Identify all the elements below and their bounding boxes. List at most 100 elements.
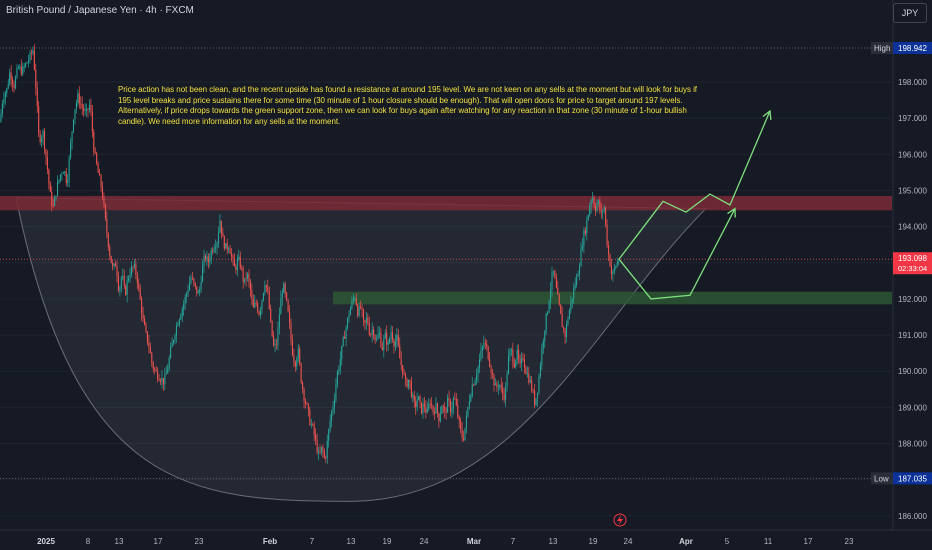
candle-body bbox=[128, 277, 130, 281]
candle-body bbox=[405, 374, 407, 380]
candle-body bbox=[381, 347, 383, 351]
candle-body bbox=[187, 290, 189, 294]
candle-body bbox=[399, 345, 401, 359]
candle-body bbox=[132, 266, 134, 268]
candle-body bbox=[203, 256, 205, 266]
candle-body bbox=[242, 267, 244, 282]
candle-body bbox=[142, 314, 144, 319]
candle-body bbox=[162, 378, 164, 385]
candle-body bbox=[602, 210, 604, 212]
candle-body bbox=[207, 256, 209, 263]
candle-body bbox=[164, 374, 166, 385]
candle-body bbox=[541, 348, 543, 365]
candle-body bbox=[202, 265, 204, 282]
candle-body bbox=[542, 340, 544, 349]
candle-body bbox=[500, 385, 502, 388]
candle-body bbox=[300, 363, 302, 383]
candle-body bbox=[483, 343, 485, 347]
cup-pattern-shape bbox=[15, 197, 708, 502]
candle-body bbox=[509, 350, 511, 357]
candle-body bbox=[373, 329, 375, 336]
candle-body bbox=[309, 409, 311, 425]
x-tick-label: 8 bbox=[86, 537, 91, 546]
candle-body bbox=[180, 315, 182, 320]
candle-body bbox=[528, 373, 530, 383]
candle-body bbox=[605, 207, 607, 225]
high-label: High 198.942 bbox=[871, 42, 932, 55]
x-tick-label: 7 bbox=[511, 537, 516, 546]
candle-body bbox=[445, 410, 447, 413]
candle-body bbox=[171, 342, 173, 348]
candle-body bbox=[258, 311, 260, 316]
candle-body bbox=[532, 390, 534, 392]
candle-body bbox=[487, 346, 489, 360]
candle-body bbox=[563, 327, 565, 330]
candle-body bbox=[304, 401, 307, 404]
candle-body bbox=[78, 93, 80, 104]
candle-body bbox=[273, 336, 275, 346]
candle-body bbox=[587, 214, 589, 221]
candle-body bbox=[196, 286, 198, 294]
candle-body bbox=[165, 373, 167, 375]
candle-body bbox=[489, 359, 491, 367]
candle-body bbox=[181, 308, 183, 316]
candle-body bbox=[313, 424, 315, 435]
candle-body bbox=[33, 50, 35, 70]
current-price-value: 193.098 bbox=[898, 254, 927, 263]
candle-body bbox=[426, 409, 428, 413]
candle-body bbox=[141, 299, 143, 315]
candle-body bbox=[362, 309, 365, 321]
candle-body bbox=[558, 294, 560, 305]
candle-body bbox=[65, 171, 67, 184]
candle-body bbox=[551, 272, 553, 290]
candle-body bbox=[406, 379, 408, 388]
candle-body bbox=[91, 112, 93, 132]
candle-body bbox=[436, 403, 438, 413]
candle-body bbox=[135, 263, 137, 275]
candle-body bbox=[322, 446, 324, 451]
candle-body bbox=[454, 398, 456, 400]
candle-body bbox=[345, 327, 347, 339]
candle-body bbox=[248, 273, 250, 282]
candle-body bbox=[275, 344, 278, 346]
candle-body bbox=[516, 349, 518, 361]
candle-body bbox=[419, 396, 421, 403]
projection-path-1 bbox=[618, 110, 771, 260]
candle-body bbox=[615, 266, 617, 268]
candle-body bbox=[564, 329, 566, 337]
candle-body bbox=[36, 88, 38, 107]
candle-body bbox=[86, 108, 88, 111]
candle-body bbox=[120, 277, 122, 288]
candle-body bbox=[184, 296, 186, 304]
candle-body bbox=[364, 320, 366, 323]
candle-body bbox=[129, 275, 131, 278]
candle-body bbox=[168, 358, 170, 369]
candle-body bbox=[188, 283, 191, 291]
candle-body bbox=[217, 232, 220, 244]
candle-body bbox=[97, 163, 99, 173]
candle-body bbox=[574, 285, 576, 288]
candle-body bbox=[579, 266, 581, 275]
y-tick-label: 195.000 bbox=[898, 186, 927, 195]
y-tick-label: 190.000 bbox=[898, 367, 927, 376]
x-tick-label: Apr bbox=[679, 537, 693, 546]
candle-body bbox=[371, 329, 373, 335]
candle-body bbox=[3, 98, 5, 104]
candle-body bbox=[480, 350, 482, 360]
candle-body bbox=[484, 343, 486, 344]
candle-body bbox=[352, 298, 354, 301]
candle-body bbox=[507, 356, 510, 375]
candle-body bbox=[235, 266, 237, 271]
x-tick-label: 19 bbox=[383, 537, 392, 546]
candle-body bbox=[320, 446, 322, 453]
x-tick-label: 7 bbox=[310, 537, 315, 546]
candle-body bbox=[71, 131, 73, 143]
currency-button[interactable]: JPY bbox=[893, 3, 927, 23]
candle-body bbox=[244, 278, 246, 282]
candle-body bbox=[347, 318, 349, 328]
candle-body bbox=[236, 259, 238, 271]
candle-body bbox=[49, 183, 51, 192]
candle-body bbox=[113, 263, 115, 267]
candle-body bbox=[145, 324, 147, 332]
